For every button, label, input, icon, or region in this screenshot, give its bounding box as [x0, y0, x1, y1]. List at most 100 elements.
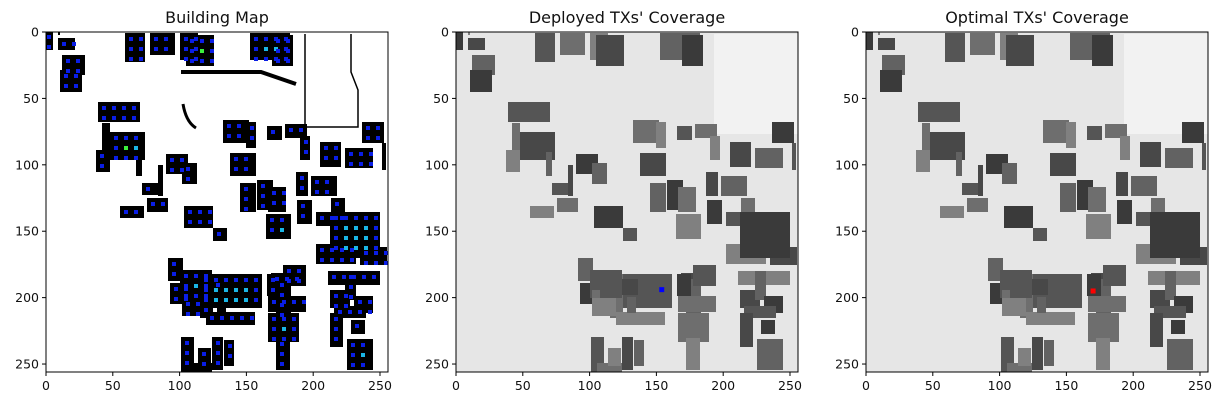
building: [916, 150, 930, 172]
receiver-marker: [139, 37, 143, 41]
receiver-marker: [315, 180, 319, 184]
receiver-marker: [244, 288, 248, 292]
y-tick: 0: [31, 25, 46, 40]
building: [1117, 200, 1132, 224]
x-tick: 50: [925, 372, 941, 393]
building: [456, 32, 463, 50]
receiver-marker: [172, 272, 176, 276]
building: [633, 120, 659, 143]
y-tick-label: 250: [425, 357, 449, 372]
receiver-marker: [184, 47, 188, 51]
receiver-marker: [208, 210, 212, 214]
y-tick-label: 0: [441, 25, 449, 40]
receiver-marker: [174, 287, 178, 291]
receiver-marker: [47, 35, 51, 39]
building: [300, 136, 310, 160]
receiver-marker: [330, 216, 334, 220]
receiver-marker: [297, 269, 301, 273]
building: [1002, 163, 1017, 184]
building: [1002, 298, 1026, 316]
receiver-marker: [384, 261, 388, 265]
building: [468, 38, 485, 50]
receiver-marker: [204, 284, 208, 288]
building: [706, 172, 718, 196]
receiver-marker: [184, 274, 188, 278]
receiver-marker: [124, 156, 128, 160]
receiver-marker: [185, 341, 189, 345]
receiver-marker: [270, 218, 274, 222]
receiver-marker: [186, 312, 190, 316]
building: [1140, 142, 1161, 167]
building: [1087, 274, 1101, 296]
building: [546, 152, 552, 176]
building: [60, 70, 82, 92]
building: [740, 313, 753, 347]
building: [283, 265, 306, 286]
axes-frame: [45, 31, 389, 373]
receiver-marker: [342, 275, 346, 279]
building: [246, 122, 256, 148]
building: [102, 123, 110, 150]
curved-building: [181, 70, 297, 86]
building: [1088, 187, 1106, 212]
receiver-marker: [340, 258, 344, 262]
x-tick-label: 200: [711, 378, 735, 393]
receiver-marker: [289, 128, 293, 132]
building: [1096, 338, 1110, 370]
receiver-marker: [234, 288, 238, 292]
receiver-marker: [354, 236, 358, 240]
building: [945, 33, 965, 62]
building: [470, 70, 492, 92]
building: [1032, 279, 1048, 295]
building: [506, 150, 520, 172]
building: [445, 5, 451, 11]
building: [347, 339, 373, 370]
receiver-marker: [190, 49, 194, 53]
receiver-marker: [254, 47, 258, 51]
receiver-marker: [354, 226, 358, 230]
building: [187, 363, 212, 372]
building: [1092, 35, 1113, 66]
receiver-marker: [216, 361, 220, 365]
x-tick: 0: [862, 372, 870, 393]
arc-building: [181, 103, 197, 130]
receiver-marker: [320, 258, 324, 262]
receiver-marker: [188, 210, 192, 214]
building: [1004, 206, 1033, 228]
y-tick: 50: [433, 91, 456, 106]
building: [1202, 143, 1206, 170]
receiver-marker: [190, 39, 194, 43]
x-tick-label: 150: [644, 378, 668, 393]
building: [96, 150, 110, 172]
building: [755, 148, 783, 168]
receiver-marker: [355, 324, 359, 328]
chart-title-deployed-coverage: Deployed TXs' Coverage: [528, 8, 726, 27]
receiver-marker: [300, 176, 304, 180]
building: [1165, 148, 1193, 168]
receiver-marker: [359, 152, 363, 156]
receiver-marker: [287, 269, 291, 273]
x-tick-label: 250: [778, 378, 802, 393]
building: [462, 27, 478, 32]
receiver-marker: [344, 226, 348, 230]
receiver-marker: [208, 220, 212, 224]
building: [1044, 340, 1054, 366]
building: [772, 122, 794, 143]
receiver-marker: [64, 84, 68, 88]
receiver-marker: [334, 337, 338, 341]
building: [686, 338, 700, 370]
receiver-marker: [254, 288, 258, 292]
receiver-marker: [74, 84, 78, 88]
receiver-marker: [297, 279, 301, 283]
receiver-marker: [134, 210, 138, 214]
receiver-marker: [100, 154, 104, 158]
receiver-marker: [132, 106, 136, 110]
receiver-marker: [364, 226, 368, 230]
receiver-marker: [172, 262, 176, 266]
receiver-marker: [220, 316, 224, 320]
receiver-marker: [364, 251, 368, 255]
receiver-marker: [184, 287, 188, 291]
building: [530, 206, 554, 218]
receiver-marker: [304, 140, 308, 144]
